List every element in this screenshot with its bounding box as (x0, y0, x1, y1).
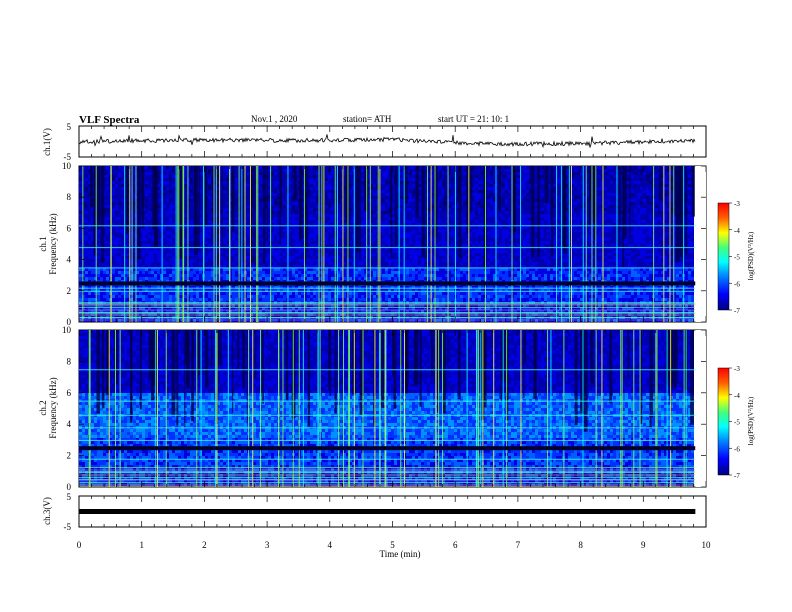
ch1-colorbar (717, 202, 730, 311)
ch1-colorbar-label: log(PSD)(V²/Hz) (747, 231, 755, 280)
ch1-waveform-series (78, 134, 696, 149)
ch1-wave-ylabel: ch.1(V) (42, 128, 52, 156)
ch2-spectrogram (79, 330, 706, 487)
ch1-spectrogram (79, 166, 706, 322)
ch1-spec-ylabel-channel: ch.1 (38, 236, 48, 251)
ch2-spec-ylabel-channel: ch.2 (38, 400, 48, 415)
date-label: Nov.1 , 2020 (251, 114, 297, 124)
ch3-waveform-series (79, 509, 696, 514)
station-label: station= ATH (343, 114, 391, 124)
ch3-wave-ylabel: ch.3(V) (42, 497, 52, 525)
x-axis-label: Time (min) (380, 549, 421, 559)
colorbar-ticks: -3-4-5-6-7-3-4-5-6-7 (729, 200, 740, 480)
start-time-label: start UT = 21: 10: 1 (438, 114, 509, 124)
ch2-colorbar (717, 367, 730, 476)
chart-title: VLF Spectra (79, 114, 139, 126)
ch2-spec-ylabel-frequency: Frequency (kHz) (48, 377, 58, 438)
ch2-colorbar-label: log(PSD)(V²/Hz) (747, 396, 755, 445)
ch1-spec-ylabel-frequency: Frequency (kHz) (48, 213, 58, 274)
